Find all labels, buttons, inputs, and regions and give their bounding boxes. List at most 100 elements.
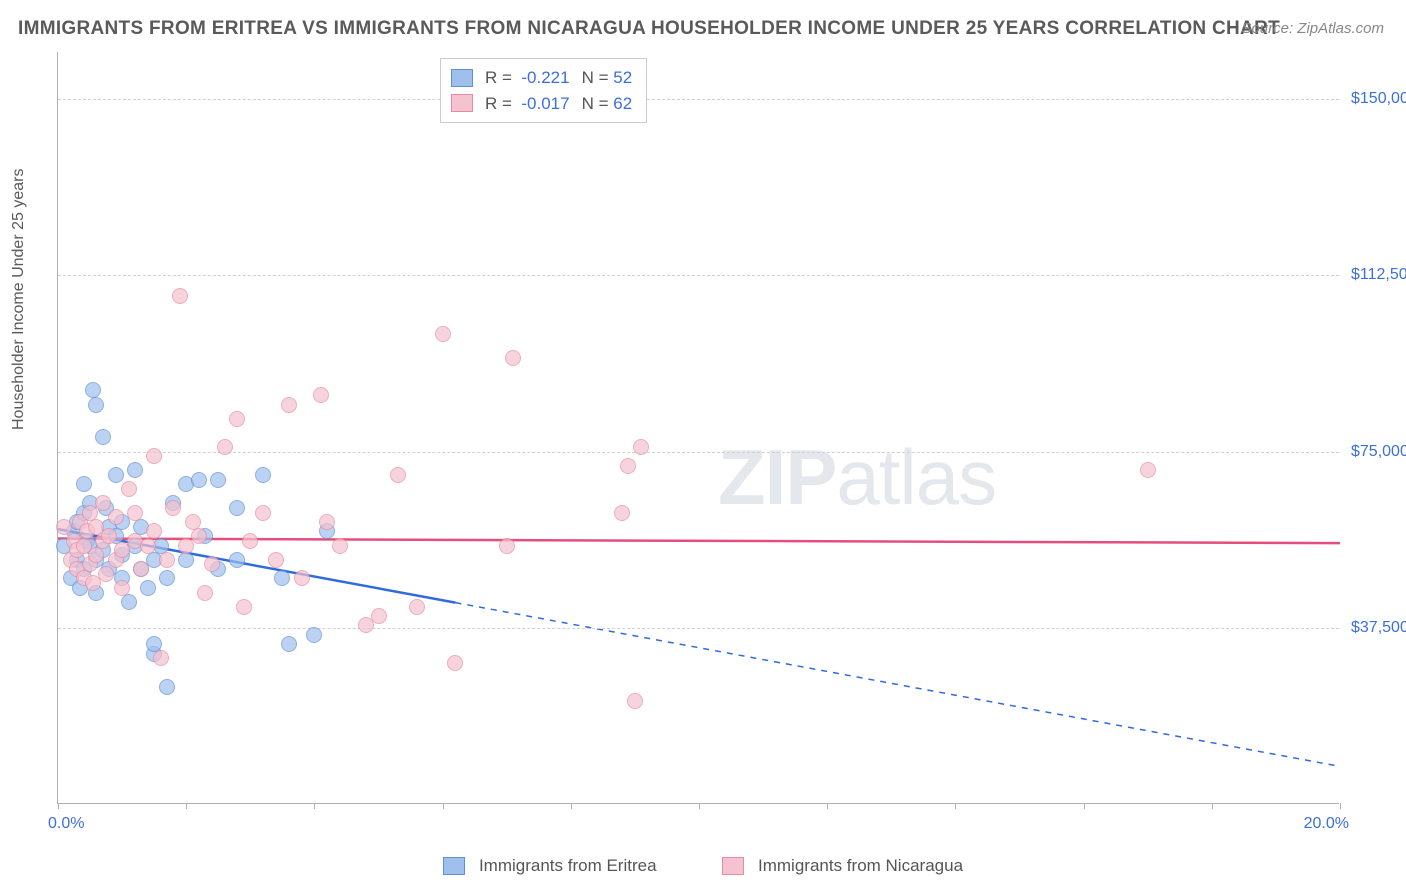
scatter-point xyxy=(229,411,245,427)
y-tick-label: $75,000 xyxy=(1351,443,1406,461)
scatter-point xyxy=(108,509,124,525)
scatter-point xyxy=(88,547,104,563)
x-tick-mark xyxy=(1084,803,1085,809)
scatter-point xyxy=(268,552,284,568)
scatter-point xyxy=(313,387,329,403)
scatter-point xyxy=(159,552,175,568)
trendlines-svg xyxy=(58,52,1340,804)
scatter-point xyxy=(274,570,290,586)
chart-title: IMMIGRANTS FROM ERITREA VS IMMIGRANTS FR… xyxy=(18,18,1280,40)
scatter-point xyxy=(505,350,521,366)
gridline xyxy=(58,628,1339,629)
scatter-point xyxy=(98,566,114,582)
gridline xyxy=(58,452,1339,453)
x-tick-mark xyxy=(827,803,828,809)
watermark-light: atlas xyxy=(836,433,996,521)
corr-n1: 52 xyxy=(613,68,632,87)
scatter-point xyxy=(88,397,104,413)
scatter-point xyxy=(146,523,162,539)
scatter-point xyxy=(1140,462,1156,478)
scatter-point xyxy=(76,476,92,492)
y-tick-label: $37,500 xyxy=(1351,619,1406,637)
x-tick-mark xyxy=(186,803,187,809)
scatter-point xyxy=(499,538,515,554)
scatter-point xyxy=(140,580,156,596)
corr-n-label: N = xyxy=(582,68,609,87)
bottom-legend: Immigrants from Eritrea Immigrants from … xyxy=(0,855,1406,876)
scatter-point xyxy=(159,679,175,695)
scatter-point xyxy=(281,636,297,652)
scatter-point xyxy=(210,472,226,488)
scatter-point xyxy=(133,561,149,577)
x-tick-mark xyxy=(955,803,956,809)
scatter-point xyxy=(197,585,213,601)
scatter-point xyxy=(236,599,252,615)
corr-legend-row-1: R = -0.221 N = 52 xyxy=(451,65,632,91)
corr-n-label2: N = xyxy=(582,94,609,113)
scatter-point xyxy=(447,655,463,671)
scatter-point xyxy=(127,505,143,521)
scatter-point xyxy=(95,495,111,511)
x-tick-mark xyxy=(1340,803,1341,809)
source-attribution: Source: ZipAtlas.com xyxy=(1241,20,1384,37)
scatter-point xyxy=(229,500,245,516)
watermark-bold: ZIP xyxy=(718,433,836,521)
scatter-point xyxy=(121,594,137,610)
bottom-swatch-2 xyxy=(722,857,744,875)
scatter-point xyxy=(281,397,297,413)
swatch-series2 xyxy=(451,94,473,112)
y-axis-label: Householder Income Under 25 years xyxy=(10,169,28,430)
scatter-point xyxy=(204,556,220,572)
x-tick-mark xyxy=(699,803,700,809)
scatter-point xyxy=(627,693,643,709)
x-tick-mark xyxy=(1212,803,1213,809)
watermark: ZIPatlas xyxy=(718,432,996,523)
x-tick-label-min: 0.0% xyxy=(48,815,84,833)
scatter-point xyxy=(294,570,310,586)
x-tick-label-max: 20.0% xyxy=(1304,815,1349,833)
gridline xyxy=(58,275,1339,276)
scatter-point xyxy=(614,505,630,521)
scatter-point xyxy=(101,528,117,544)
scatter-point xyxy=(319,514,335,530)
corr-n2: 62 xyxy=(613,94,632,113)
corr-r-label2: R = xyxy=(485,94,512,113)
scatter-point xyxy=(229,552,245,568)
scatter-point xyxy=(165,500,181,516)
x-tick-mark xyxy=(443,803,444,809)
scatter-point xyxy=(121,481,137,497)
scatter-point xyxy=(178,552,194,568)
correlation-legend: R = -0.221 N = 52 R = -0.017 N = 62 xyxy=(440,58,647,123)
scatter-point xyxy=(435,326,451,342)
scatter-point xyxy=(56,519,72,535)
swatch-series1 xyxy=(451,69,473,87)
scatter-point xyxy=(153,650,169,666)
scatter-point xyxy=(159,570,175,586)
scatter-point xyxy=(108,467,124,483)
bottom-swatch-1 xyxy=(443,857,465,875)
scatter-point xyxy=(371,608,387,624)
gridline xyxy=(58,99,1339,100)
plot-area: ZIPatlas $37,500$75,000$112,500$150,0000… xyxy=(57,52,1339,804)
scatter-point xyxy=(127,462,143,478)
scatter-point xyxy=(255,505,271,521)
scatter-point xyxy=(633,439,649,455)
scatter-point xyxy=(255,467,271,483)
corr-r-label: R = xyxy=(485,68,512,87)
corr-r1: -0.221 xyxy=(521,68,569,87)
y-tick-label: $150,000 xyxy=(1351,90,1406,108)
bottom-legend-label-1: Immigrants from Eritrea xyxy=(479,856,657,875)
scatter-point xyxy=(114,580,130,596)
scatter-point xyxy=(217,439,233,455)
x-tick-mark xyxy=(571,803,572,809)
scatter-point xyxy=(146,448,162,464)
corr-r2: -0.017 xyxy=(521,94,569,113)
x-tick-mark xyxy=(314,803,315,809)
x-tick-mark xyxy=(58,803,59,809)
corr-legend-row-2: R = -0.017 N = 62 xyxy=(451,91,632,117)
scatter-point xyxy=(191,528,207,544)
scatter-point xyxy=(140,538,156,554)
scatter-point xyxy=(306,627,322,643)
bottom-legend-label-2: Immigrants from Nicaragua xyxy=(758,856,963,875)
scatter-point xyxy=(390,467,406,483)
